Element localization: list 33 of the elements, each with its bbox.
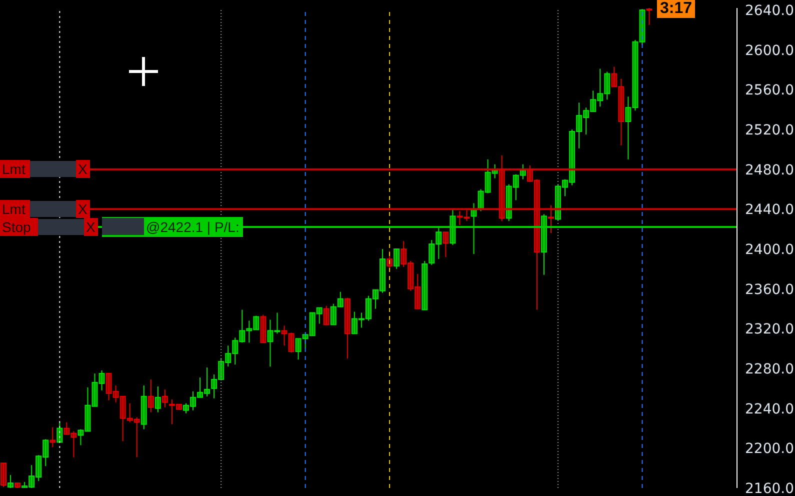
annotation: 3:17	[657, 0, 696, 18]
y-tick-label: 2280.0	[745, 361, 794, 378]
ref-line-label: Lmt	[0, 200, 30, 218]
ref-line-label: @2422.1 | P/L:	[146, 218, 240, 237]
y-tick-label: 2600.0	[745, 42, 794, 59]
y-tick-label: 2480.0	[745, 162, 794, 178]
y-tick-label: 2400.0	[745, 242, 794, 258]
candlestick	[646, 8, 652, 26]
y-tick-label: 2640.0	[745, 2, 794, 19]
candlestick	[394, 248, 400, 270]
candlestick	[548, 204, 554, 234]
price-tag: @2422.1 | P/L:	[102, 216, 244, 237]
y-tick-label: 2560.0	[745, 82, 794, 99]
y-tick-label: 2320.0	[745, 322, 794, 338]
ref-line-label: Lmt	[0, 160, 30, 178]
annotation: X	[84, 218, 98, 236]
y-tick-label: 2200.0	[745, 441, 794, 458]
y-tick-label: 2360.0	[745, 282, 794, 298]
candlestick	[148, 378, 154, 413]
annotation: X	[76, 200, 90, 218]
candlestick	[442, 232, 449, 258]
y-tick-label: 2440.0	[745, 202, 794, 218]
y-tick-label: 2520.0	[745, 122, 794, 138]
candlestick	[323, 305, 330, 326]
y-tick-label: 2160.0	[745, 480, 794, 496]
candlestick	[162, 388, 168, 408]
candlestick	[0, 462, 6, 488]
candlestick	[154, 386, 161, 413]
candlestick	[50, 426, 56, 448]
y-tick-label: 2240.0	[745, 401, 794, 418]
annotation: X	[76, 160, 90, 178]
annotation: Stop	[0, 218, 38, 236]
candlestick	[8, 474, 14, 488]
